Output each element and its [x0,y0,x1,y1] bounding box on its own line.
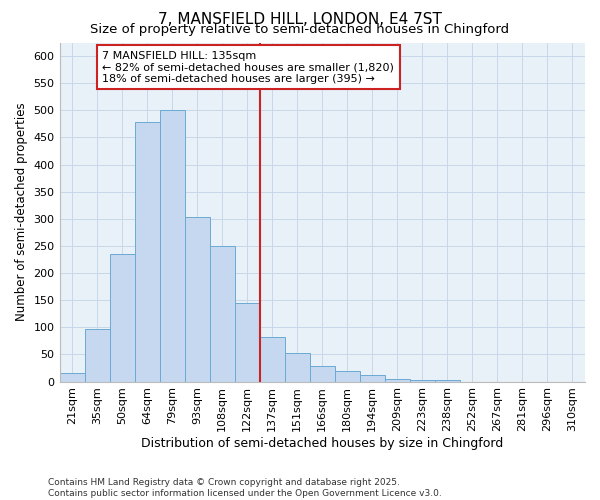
Bar [260,336,285,382]
Bar [410,380,435,382]
Text: Size of property relative to semi-detached houses in Chingford: Size of property relative to semi-detach… [91,22,509,36]
Text: 7, MANSFIELD HILL, LONDON, E4 7ST: 7, MANSFIELD HILL, LONDON, E4 7ST [158,12,442,28]
Bar [360,375,385,382]
Bar [310,366,335,382]
Bar [59,374,85,382]
Bar [209,246,235,382]
Bar [385,379,410,382]
Text: Contains HM Land Registry data © Crown copyright and database right 2025.
Contai: Contains HM Land Registry data © Crown c… [48,478,442,498]
Bar [185,217,209,382]
Bar [160,110,185,382]
Bar [335,370,360,382]
Text: 7 MANSFIELD HILL: 135sqm
← 82% of semi-detached houses are smaller (1,820)
18% o: 7 MANSFIELD HILL: 135sqm ← 82% of semi-d… [102,50,394,84]
Bar [435,380,460,382]
Bar [235,303,260,382]
Bar [134,122,160,382]
Y-axis label: Number of semi-detached properties: Number of semi-detached properties [15,102,28,322]
Bar [85,329,110,382]
Bar [110,254,134,382]
X-axis label: Distribution of semi-detached houses by size in Chingford: Distribution of semi-detached houses by … [141,437,503,450]
Bar [285,354,310,382]
